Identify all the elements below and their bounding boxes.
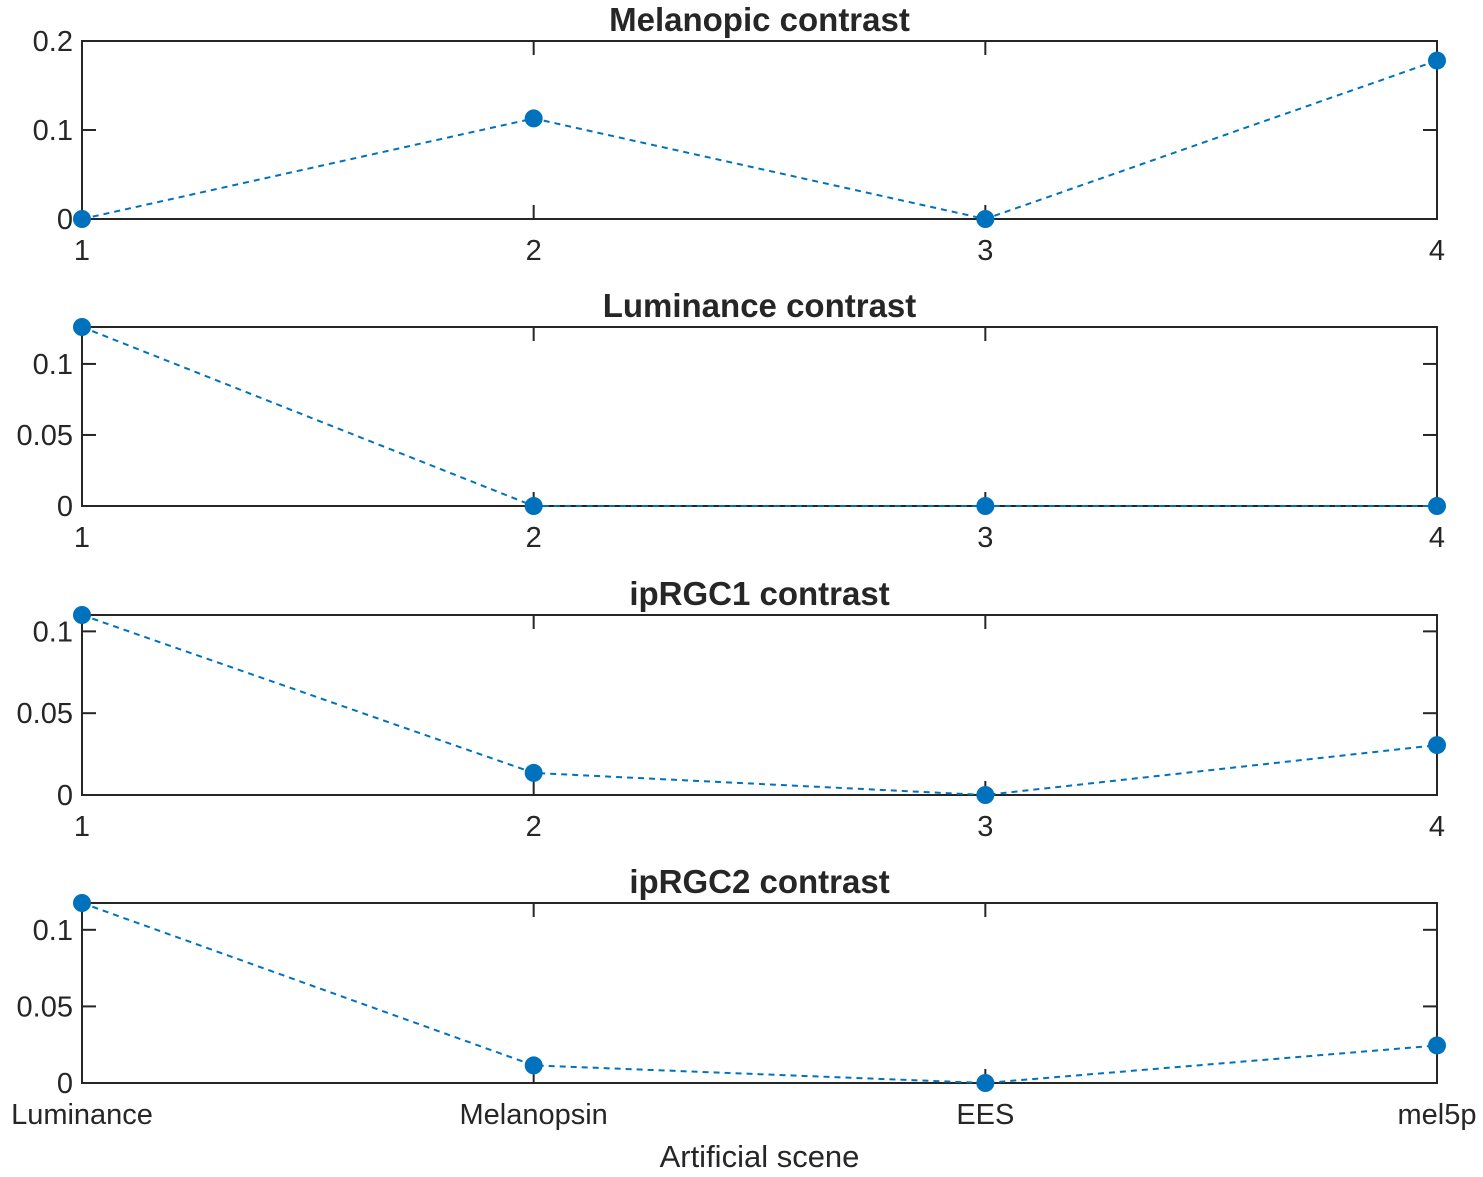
x-axis-label: Artificial scene (660, 1139, 860, 1172)
axes-frame (81, 614, 1438, 796)
data-point (524, 109, 543, 128)
y-tick-label: 0.1 (33, 915, 73, 947)
x-tick-label: 3 (977, 522, 993, 554)
chart-title: Luminance contrast (603, 287, 917, 324)
data-point (73, 894, 91, 912)
x-tick-label: 2 (526, 235, 542, 267)
x-tick-label: 2 (526, 811, 542, 843)
axes-frame (81, 902, 1438, 1084)
x-tick-label: Melanopsin (460, 1099, 608, 1131)
x-tick-label: 4 (1429, 235, 1445, 267)
y-tick-label: 0.05 (17, 420, 73, 452)
y-tick-label: 0.2 (33, 26, 73, 58)
y-tick-label: 0 (57, 204, 73, 236)
chart-title: Melanopic contrast (609, 1, 910, 38)
y-tick-label: 0.1 (33, 616, 73, 648)
subplot-2: Luminance contrast 1 2 3 4 0 0.05 0.1 (17, 287, 1446, 554)
data-point (524, 763, 543, 782)
x-tick-label: 3 (977, 235, 993, 267)
data-point (524, 497, 543, 515)
x-tick-label: 1 (74, 235, 90, 267)
data-point (1428, 736, 1446, 755)
data-point (976, 210, 995, 228)
axes-frame (81, 326, 1438, 507)
x-tick-label: Luminance (11, 1099, 153, 1131)
series-line (81, 614, 1438, 797)
x-tick-label: 4 (1429, 811, 1445, 843)
series-line (81, 902, 1438, 1085)
x-tick-label: 2 (526, 522, 542, 554)
data-point (73, 210, 91, 228)
x-tick-label: 1 (74, 522, 90, 554)
y-tick-label: 0 (57, 1068, 73, 1100)
y-tick-label: 0.1 (33, 349, 73, 381)
data-point (976, 1074, 995, 1092)
axes-frame (81, 40, 1438, 220)
data-point (1428, 1036, 1446, 1055)
data-point (1428, 51, 1446, 70)
data-point (976, 497, 995, 515)
x-tick-label: EES (956, 1099, 1014, 1131)
series-line (81, 326, 1437, 507)
x-tick-label: 3 (977, 811, 993, 843)
chart-title: ipRGC2 contrast (629, 863, 889, 900)
chart-title: ipRGC1 contrast (629, 575, 889, 612)
data-point (524, 1056, 543, 1075)
x-tick-label: 1 (74, 811, 90, 843)
y-tick-label: 0 (57, 491, 73, 523)
series-line (81, 59, 1438, 221)
data-point (1428, 497, 1446, 515)
subplot-4: ipRGC2 contrast Luminance Melanopsin EES mel… (11, 863, 1477, 1174)
subplot-1: Melanopic contrast 1 2 3 4 0 0.1 0.2 (33, 1, 1446, 267)
x-tick-label: 4 (1429, 522, 1445, 554)
data-point (73, 606, 91, 624)
x-tick-label: mel5p (1398, 1099, 1477, 1131)
y-tick-label: 0 (57, 780, 73, 812)
data-point (73, 318, 91, 336)
y-tick-label: 0.05 (17, 698, 73, 730)
subplot-3: ipRGC1 contrast 1 2 3 4 0 0.05 0.1 (17, 575, 1446, 843)
data-point (976, 786, 995, 804)
y-tick-label: 0.05 (17, 991, 73, 1023)
y-tick-label: 0.1 (33, 115, 73, 147)
